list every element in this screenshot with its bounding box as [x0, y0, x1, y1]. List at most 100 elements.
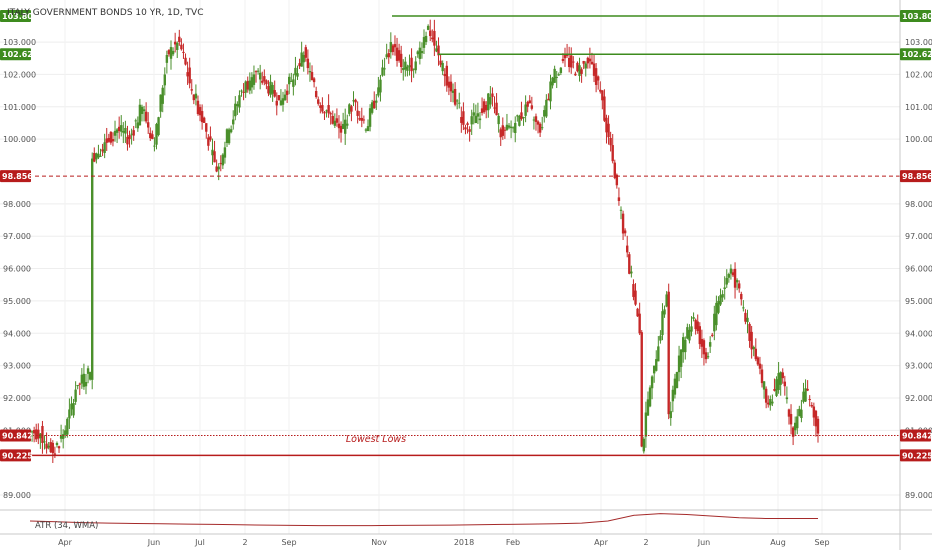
candle-body	[178, 36, 181, 43]
candle-body	[356, 110, 359, 116]
y-tick-label-right: 102.000	[905, 70, 932, 79]
candle-body	[613, 162, 616, 178]
candle-body	[310, 72, 314, 81]
candle-body	[399, 53, 403, 67]
candle-body	[337, 123, 341, 129]
candle-body	[223, 147, 227, 158]
candle-body	[331, 115, 334, 124]
candle-body	[393, 44, 397, 48]
candle-body	[379, 79, 382, 93]
x-tick-label: 2018	[454, 538, 474, 547]
candle-body	[391, 45, 395, 52]
candle-body	[277, 95, 281, 101]
candle-body	[715, 302, 718, 326]
candle-body	[752, 346, 755, 350]
candle-body	[553, 68, 556, 83]
candle-body	[758, 363, 762, 369]
candle-body	[775, 379, 778, 396]
candle-body	[294, 67, 297, 76]
candle-body	[238, 95, 241, 108]
price-tag-bg	[0, 9, 31, 22]
candle-body	[677, 355, 681, 373]
candle-body	[511, 127, 515, 129]
candle-body	[735, 280, 739, 283]
y-tick-label-right: 89.000	[905, 491, 932, 500]
candle-body	[323, 112, 326, 114]
candle-body	[675, 371, 679, 389]
candle-body	[455, 100, 459, 102]
candle-body	[333, 120, 337, 126]
y-tick-label-left: 93.000	[3, 362, 31, 371]
candle-body	[215, 166, 218, 172]
atr-indicator-pane	[29, 513, 818, 527]
candle-body	[619, 209, 623, 211]
candle-body	[308, 71, 312, 73]
candle-body	[667, 291, 670, 415]
candle-body	[404, 61, 407, 70]
price-tag-text: 98.856	[2, 172, 33, 181]
candle-body	[190, 89, 193, 91]
candle-body	[609, 137, 612, 146]
candle-body	[785, 397, 789, 400]
candle-body	[673, 378, 677, 395]
candle-body	[482, 101, 486, 113]
x-tick-label: Apr	[58, 538, 73, 547]
candle-body	[543, 110, 546, 117]
candle-body	[360, 117, 363, 121]
price-tag-text: 102.625	[2, 50, 39, 59]
candle-body	[692, 317, 695, 319]
candle-body	[449, 81, 453, 92]
candle-body	[744, 312, 747, 322]
candle-body	[275, 100, 278, 106]
candle-body	[576, 62, 579, 72]
candle-body	[321, 105, 324, 112]
candle-body	[592, 63, 596, 76]
candle-body	[532, 119, 536, 121]
candle-body	[138, 104, 142, 126]
candle-body	[64, 430, 67, 435]
candle-body	[493, 107, 496, 109]
candle-body	[750, 331, 753, 350]
candle-body	[754, 348, 757, 360]
candle-body	[45, 443, 48, 449]
x-tick-label: 2	[643, 538, 648, 547]
candle-body	[704, 352, 708, 360]
candle-body	[306, 58, 310, 69]
time-axis[interactable]: Apr Jun Jul 2 Sep Nov 2018 Feb Apr 2 Jun Aug Sep	[58, 538, 829, 547]
candle-body	[748, 323, 751, 341]
candle-body	[188, 67, 191, 84]
candle-body	[302, 55, 305, 63]
candle-body	[285, 90, 289, 95]
candle-body	[159, 94, 162, 112]
price-tag-bg	[900, 429, 931, 442]
y-tick-label-right: 103.000	[905, 38, 932, 47]
candle-body	[93, 152, 96, 162]
candle-body	[128, 135, 131, 140]
candle-body	[555, 76, 558, 78]
candle-body	[194, 93, 198, 99]
candle-body	[634, 290, 637, 305]
candle-body	[329, 113, 332, 115]
price-axis[interactable]: 89.00089.00091.00091.00092.00092.00093.0…	[3, 38, 932, 500]
price-tag-bg	[0, 449, 31, 462]
candle-body	[433, 30, 436, 46]
candle-body	[518, 115, 521, 126]
candle-body	[706, 356, 710, 358]
candle-body	[327, 105, 330, 114]
candle-body	[650, 376, 654, 389]
candle-body	[242, 91, 245, 93]
candle-body	[773, 389, 776, 391]
candle-body	[723, 287, 726, 290]
candle-body	[80, 374, 84, 384]
candle-body	[122, 130, 125, 133]
candle-body	[395, 47, 399, 61]
x-tick-label: Jul	[194, 538, 205, 547]
candle-body	[109, 131, 113, 143]
price-tag-text: 103.807	[2, 12, 38, 21]
candle-body	[213, 151, 216, 163]
x-tick-label: Jun	[147, 538, 161, 547]
candle-body	[466, 123, 469, 125]
candle-body	[431, 37, 434, 40]
candle-body	[688, 329, 691, 341]
